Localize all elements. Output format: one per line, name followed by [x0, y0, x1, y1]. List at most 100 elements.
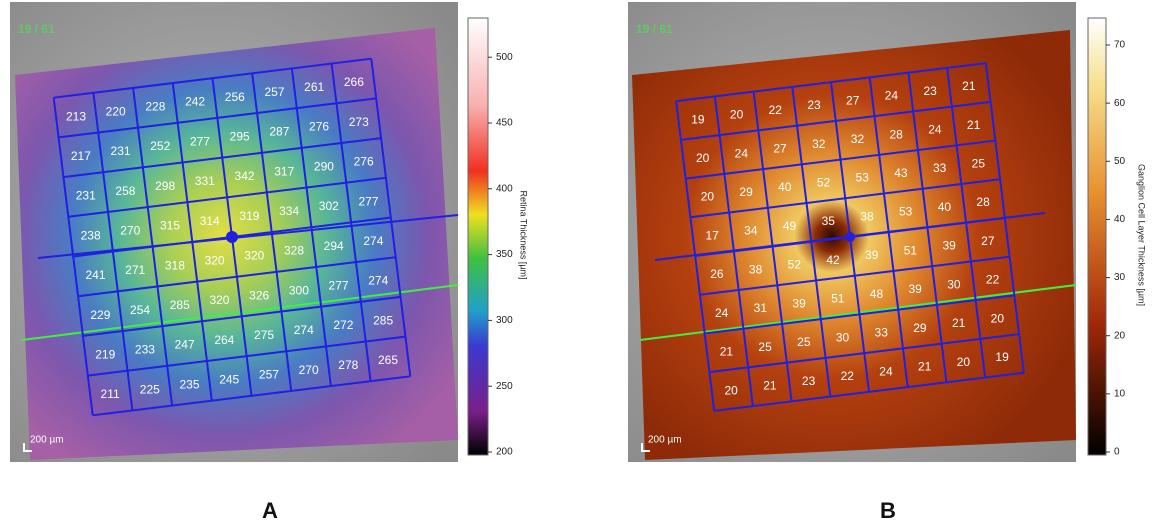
cell-value: 287 — [269, 125, 289, 139]
cell-value: 21 — [962, 79, 976, 93]
scale-bar-label: 200 µm — [30, 435, 64, 446]
cell-value: 27 — [981, 234, 995, 248]
cell-value: 43 — [894, 166, 908, 180]
cell-value: 233 — [135, 343, 155, 357]
cell-value: 326 — [249, 288, 269, 302]
cell-value: 20 — [701, 190, 715, 204]
cell-value: 273 — [349, 115, 369, 129]
cell-value: 28 — [976, 195, 990, 209]
cell-value: 23 — [923, 84, 937, 98]
cell-value: 27 — [773, 142, 787, 156]
cell-value: 52 — [817, 175, 831, 189]
frame-counter: 19 / 61 — [18, 22, 55, 36]
cell-value: 276 — [309, 120, 329, 134]
cell-value: 247 — [175, 338, 195, 352]
cell-value: 24 — [879, 364, 893, 378]
cell-value: 242 — [185, 95, 205, 109]
cell-value: 295 — [230, 129, 250, 143]
cell-value: 32 — [812, 137, 826, 151]
cell-value: 334 — [279, 204, 299, 218]
figure: 2132202282422562572612662172312522772952… — [0, 0, 1152, 527]
cell-value: 265 — [378, 353, 398, 367]
cell-value: 17 — [705, 228, 719, 242]
cell-value: 23 — [807, 98, 821, 112]
cell-value: 256 — [225, 90, 245, 104]
colorbar-tick-label: 500 — [496, 52, 513, 63]
cell-value: 25 — [797, 335, 811, 349]
colorbar-tick-label: 30 — [1114, 272, 1126, 283]
cell-value: 320 — [244, 249, 264, 263]
colorbar-tick-label: 50 — [1114, 156, 1126, 167]
cell-value: 21 — [763, 379, 777, 393]
cell-value: 33 — [933, 161, 947, 175]
cell-value: 48 — [870, 287, 884, 301]
cell-value: 24 — [885, 89, 899, 103]
cell-value: 314 — [200, 214, 220, 228]
panel-label: A — [262, 498, 278, 523]
cell-value: 235 — [179, 377, 199, 391]
cell-value: 231 — [76, 189, 96, 203]
cell-value: 271 — [125, 263, 145, 277]
colorbar — [468, 18, 488, 455]
colorbar-tick-label: 20 — [1114, 330, 1126, 341]
cell-value: 258 — [115, 184, 135, 198]
cell-value: 229 — [90, 308, 110, 322]
frame-counter: 19 / 61 — [636, 22, 673, 36]
cell-value: 38 — [749, 262, 763, 276]
cell-value: 277 — [190, 134, 210, 148]
cell-value: 217 — [71, 149, 91, 163]
cell-value: 270 — [299, 363, 319, 377]
cell-value: 23 — [802, 374, 816, 388]
colorbar-tick-label: 40 — [1114, 214, 1126, 225]
cell-value: 21 — [952, 316, 966, 330]
panel-label: B — [880, 498, 896, 523]
cell-value: 285 — [170, 298, 190, 312]
cell-value: 245 — [219, 373, 239, 387]
cell-value: 275 — [254, 328, 274, 342]
cell-value: 20 — [991, 311, 1005, 325]
colorbar-tick-label: 200 — [496, 447, 513, 458]
cell-value: 19 — [691, 112, 705, 126]
colorbar-tick-label: 70 — [1114, 40, 1126, 51]
cell-value: 277 — [329, 279, 349, 293]
cell-value: 32 — [851, 132, 865, 146]
cell-value: 52 — [788, 258, 802, 272]
cell-value: 264 — [214, 333, 234, 347]
cell-value: 252 — [150, 139, 170, 153]
cell-value: 274 — [363, 234, 383, 248]
cell-value: 39 — [909, 282, 923, 296]
cell-value: 22 — [986, 273, 1000, 287]
cell-value: 328 — [284, 244, 304, 258]
cell-value: 319 — [239, 209, 259, 223]
cell-value: 49 — [783, 219, 797, 233]
cell-value: 28 — [890, 127, 904, 141]
cell-value: 42 — [826, 253, 840, 267]
cell-value: 278 — [338, 358, 358, 372]
cell-value: 40 — [778, 180, 792, 194]
cell-value: 29 — [739, 185, 753, 199]
colorbar-tick-label: 10 — [1114, 388, 1126, 399]
colorbar-tick-label: 400 — [496, 183, 513, 194]
cell-value: 276 — [354, 155, 374, 169]
cell-value: 298 — [155, 179, 175, 193]
cell-value: 241 — [85, 268, 105, 282]
cell-value: 39 — [942, 239, 956, 253]
cell-value: 238 — [81, 228, 101, 242]
cell-value: 300 — [289, 283, 309, 297]
cell-value: 24 — [928, 123, 942, 137]
cell-value: 25 — [972, 156, 986, 170]
cell-value: 25 — [758, 340, 772, 354]
cell-value: 274 — [368, 274, 388, 288]
colorbar-tick-label: 250 — [496, 381, 513, 392]
cell-value: 27 — [846, 93, 860, 107]
cell-value: 21 — [967, 118, 981, 132]
cell-value: 40 — [938, 200, 952, 214]
cell-value: 261 — [304, 80, 324, 94]
cell-value: 318 — [165, 258, 185, 272]
cell-value: 31 — [754, 301, 768, 315]
cell-value: 220 — [106, 104, 126, 118]
cell-value: 35 — [822, 214, 836, 228]
colorbar — [1088, 18, 1106, 455]
scale-bar-label: 200 µm — [648, 435, 682, 446]
cell-value: 254 — [130, 303, 150, 317]
